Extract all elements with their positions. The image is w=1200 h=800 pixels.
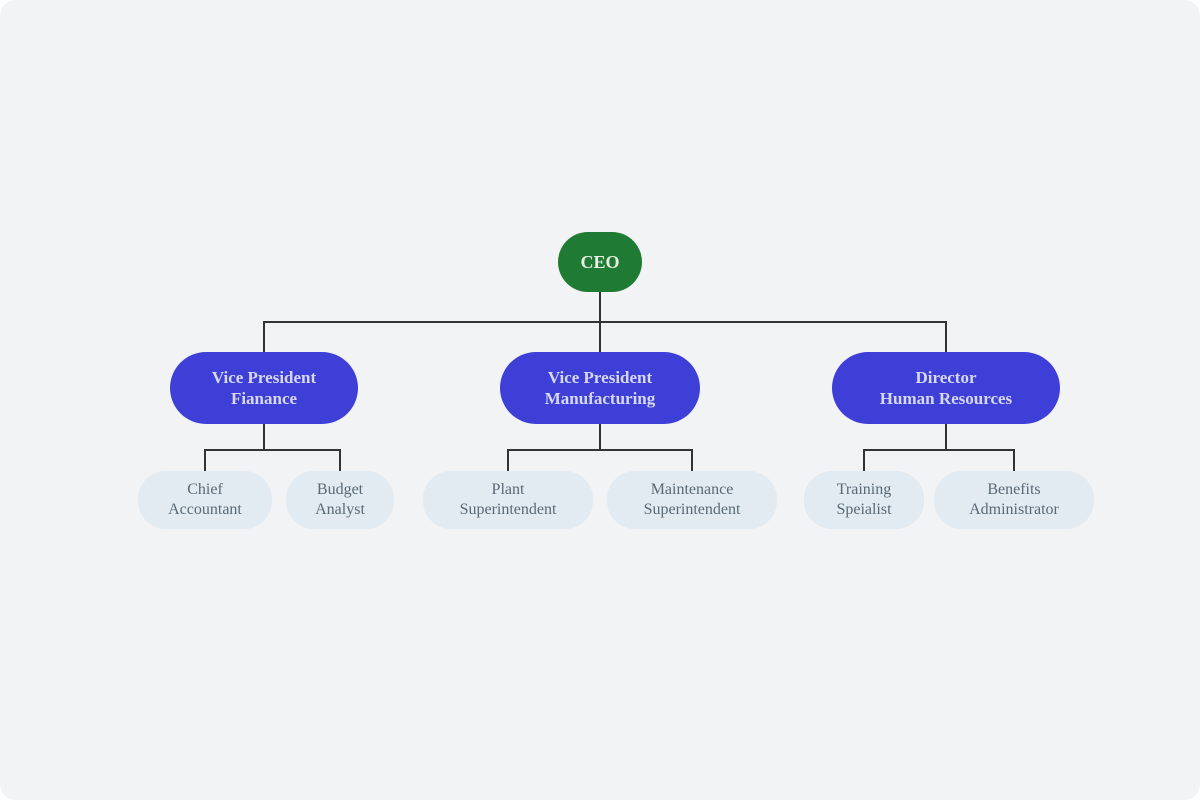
- node-maintenance-superintendent: Maintenance Superintendent: [607, 471, 777, 529]
- node-budget-analyst: Budget Analyst: [286, 471, 394, 529]
- node-label: Chief Accountant: [168, 480, 242, 520]
- node-benefits-administrator: Benefits Administrator: [934, 471, 1094, 529]
- node-ceo: CEO: [558, 232, 642, 292]
- node-label: Budget Analyst: [315, 480, 365, 520]
- node-label: Director Human Resources: [880, 367, 1012, 410]
- node-director-hr: Director Human Resources: [832, 352, 1060, 424]
- node-label: Plant Superintendent: [460, 480, 557, 520]
- node-chief-accountant: Chief Accountant: [138, 471, 272, 529]
- node-label: Vice President Manufacturing: [545, 367, 656, 410]
- node-label: Training Speialist: [836, 480, 891, 520]
- node-label: CEO: [580, 251, 619, 274]
- node-label: Vice President Fianance: [212, 367, 316, 410]
- org-chart-canvas: CEO Vice President Fianance Vice Preside…: [0, 0, 1200, 800]
- node-training-specialist: Training Speialist: [804, 471, 924, 529]
- node-vp-finance: Vice President Fianance: [170, 352, 358, 424]
- node-vp-manufacturing: Vice President Manufacturing: [500, 352, 700, 424]
- node-plant-superintendent: Plant Superintendent: [423, 471, 593, 529]
- node-label: Maintenance Superintendent: [644, 480, 741, 520]
- node-label: Benefits Administrator: [969, 480, 1059, 520]
